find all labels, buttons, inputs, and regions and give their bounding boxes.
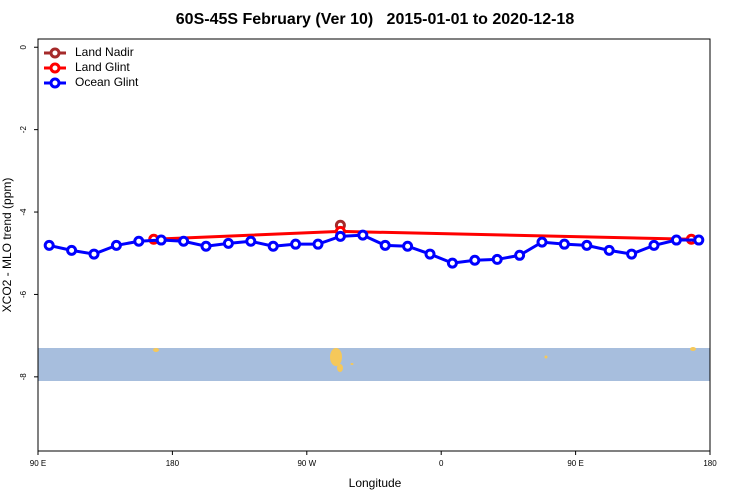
data-point [469, 254, 481, 266]
legend-marker [49, 47, 61, 59]
legend-marker [49, 77, 61, 89]
data-point [626, 248, 638, 260]
data-point [536, 236, 548, 248]
data-point [648, 239, 660, 251]
data-point [290, 238, 302, 250]
map-strip [38, 347, 710, 381]
data-point [670, 234, 682, 246]
data-point [222, 237, 234, 249]
data-point [66, 244, 78, 256]
y-tick-label: -4 [19, 208, 28, 216]
x-tick-label: 0 [439, 459, 444, 468]
y-tick-label: -8 [19, 373, 28, 381]
x-tick-label: 90 W [297, 459, 316, 468]
x-axis-label: Longitude [349, 476, 402, 490]
data-point [603, 244, 615, 256]
data-point [446, 257, 458, 269]
data-point [424, 248, 436, 260]
data-point [514, 249, 526, 261]
data-point [43, 239, 55, 251]
chart-title: 60S-45S February (Ver 10) 2015-01-01 to … [176, 11, 575, 28]
data-point [110, 239, 122, 251]
x-tick-label: 180 [166, 459, 180, 468]
data-point [245, 235, 257, 247]
data-point [693, 234, 705, 246]
data-point [402, 240, 414, 252]
legend-label: Land Glint [75, 60, 130, 74]
y-tick-label: -2 [19, 126, 28, 134]
y-tick-label: 0 [19, 44, 28, 49]
plot-frame [37, 38, 711, 452]
data-point [200, 240, 212, 252]
data-point [357, 229, 369, 241]
y-axis-label: XCO2 - MLO trend (ppm) [0, 178, 14, 313]
data-point [379, 239, 391, 251]
x-tick-label: 180 [703, 459, 717, 468]
data-point [155, 234, 167, 246]
data-point [558, 238, 570, 250]
data-point [581, 239, 593, 251]
data-point [133, 235, 145, 247]
data-point [88, 248, 100, 260]
legend-label: Land Nadir [75, 45, 134, 59]
x-tick-label: 90 E [30, 459, 46, 468]
x-tick-label: 90 E [567, 459, 583, 468]
legend-label: Ocean Glint [75, 75, 139, 89]
y-tick-label: -6 [19, 290, 28, 298]
legend-marker [49, 62, 61, 74]
data-point [312, 238, 324, 250]
data-point [491, 253, 503, 265]
data-point [178, 235, 190, 247]
data-point [334, 230, 346, 242]
data-point [267, 240, 279, 252]
